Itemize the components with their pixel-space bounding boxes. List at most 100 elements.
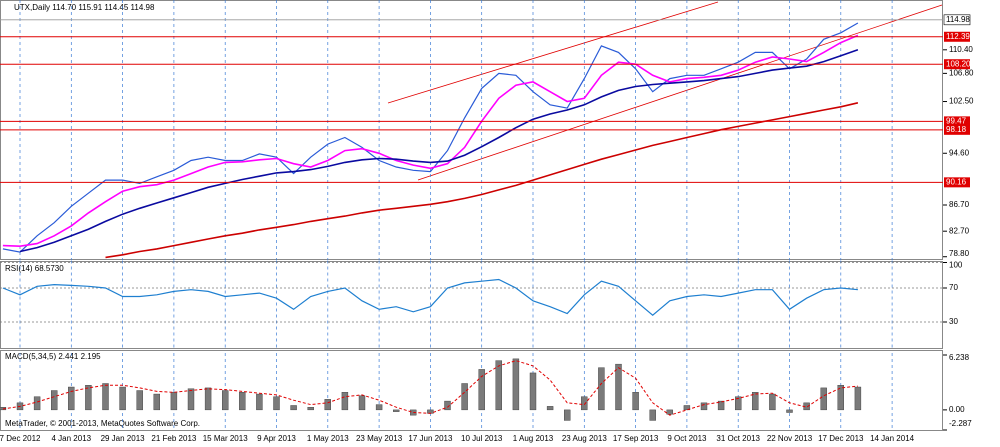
histogram-bar bbox=[581, 396, 588, 411]
histogram-bar bbox=[666, 409, 673, 415]
channel-line bbox=[417, 4, 943, 181]
y-tick-label: 100 bbox=[949, 261, 963, 270]
histogram-bar bbox=[187, 388, 195, 411]
x-tick-label: 17 Sep 2013 bbox=[613, 434, 659, 443]
x-tick-label: 1 May 2013 bbox=[307, 434, 349, 443]
histogram-bar bbox=[769, 393, 776, 411]
x-tick-label: 29 Jan 2013 bbox=[101, 434, 146, 443]
histogram-bar bbox=[290, 405, 297, 411]
macd-pane bbox=[0, 350, 943, 431]
histogram-bar bbox=[495, 360, 502, 411]
x-tick-label: 14 Jan 2014 bbox=[870, 434, 915, 443]
histogram-bar bbox=[820, 387, 827, 411]
x-tick-label: 17 Jun 2013 bbox=[408, 434, 453, 443]
histogram-bar bbox=[102, 383, 109, 411]
histogram-bar bbox=[717, 400, 725, 411]
histogram-bar bbox=[700, 402, 708, 411]
histogram-bar bbox=[33, 396, 41, 411]
y-tick-label: 94.60 bbox=[949, 148, 970, 157]
series-line bbox=[19, 49, 859, 253]
histogram-bar bbox=[324, 399, 331, 411]
y-tick-label: 86.70 bbox=[949, 200, 970, 209]
histogram-bar bbox=[461, 383, 468, 411]
rsi-pane bbox=[0, 261, 943, 349]
histogram-bar bbox=[546, 406, 554, 411]
y-tick-label: 78.80 bbox=[949, 249, 970, 258]
series-line bbox=[2, 22, 859, 253]
y-tick-label: -2.287 bbox=[949, 419, 972, 428]
histogram-bar bbox=[375, 404, 383, 411]
histogram-bar bbox=[444, 400, 451, 411]
histogram-bar bbox=[85, 385, 92, 411]
x-tick-label: 22 Nov 2013 bbox=[767, 434, 813, 443]
histogram-bar bbox=[358, 395, 366, 411]
histogram-bar bbox=[68, 386, 75, 411]
histogram-bar bbox=[51, 390, 58, 411]
signal-line bbox=[2, 360, 858, 416]
last-price-label: 114.98 bbox=[946, 15, 970, 24]
histogram-bar bbox=[221, 390, 229, 411]
rsi-title: RSI(14) 68.5730 bbox=[5, 264, 64, 273]
histogram-bar bbox=[393, 409, 400, 412]
series-line bbox=[2, 34, 859, 248]
level-label: 99.47 bbox=[946, 116, 967, 125]
level-box bbox=[944, 31, 970, 42]
level-box bbox=[944, 116, 970, 127]
level-box bbox=[944, 177, 970, 188]
x-tick-label: 1 Aug 2013 bbox=[513, 434, 554, 443]
histogram-bar bbox=[239, 392, 246, 411]
histogram-bar bbox=[119, 386, 126, 411]
y-tick-label: 106.80 bbox=[949, 68, 974, 77]
histogram-bar bbox=[735, 396, 742, 411]
y-tick-label: 0.00 bbox=[949, 405, 965, 414]
level-label: 108.20 bbox=[946, 59, 971, 68]
last-price-box bbox=[943, 14, 971, 26]
x-tick-label: 9 Apr 2013 bbox=[257, 434, 296, 443]
x-tick-label: 7 Dec 2012 bbox=[0, 434, 41, 443]
y-tick-label: 82.70 bbox=[949, 226, 970, 235]
histogram-bar bbox=[307, 407, 314, 411]
histogram-bar bbox=[854, 386, 862, 411]
histogram-bar bbox=[478, 369, 485, 411]
x-tick-label: 4 Jan 2013 bbox=[52, 434, 92, 443]
histogram-bar bbox=[615, 363, 622, 411]
channel-line bbox=[387, 1, 719, 104]
footer: MetaTrader, © 2001-2013, MetaQuotes Soft… bbox=[5, 419, 200, 428]
histogram-bar bbox=[273, 396, 280, 411]
histogram-bar bbox=[786, 409, 793, 413]
level-box bbox=[944, 59, 970, 70]
histogram-bar bbox=[752, 392, 759, 411]
histogram-bar bbox=[837, 385, 844, 411]
series-line bbox=[2, 278, 858, 316]
x-tick-label: 9 Oct 2013 bbox=[667, 434, 707, 443]
histogram-bar bbox=[204, 387, 212, 411]
x-tick-label: 23 Aug 2013 bbox=[562, 434, 607, 443]
x-tick-label: 17 Dec 2013 bbox=[818, 434, 864, 443]
histogram-bar bbox=[598, 367, 605, 411]
x-tick-label: 15 Mar 2013 bbox=[203, 434, 248, 443]
histogram-bar bbox=[256, 393, 263, 411]
histogram-bar bbox=[153, 393, 161, 411]
histogram-bar bbox=[683, 405, 691, 411]
macd-title: MACD(5,34,5) 2.441 2.195 bbox=[5, 352, 101, 361]
histogram-bar bbox=[649, 409, 656, 421]
histogram-bar bbox=[564, 409, 571, 421]
x-tick-label: 21 Feb 2013 bbox=[151, 434, 196, 443]
histogram-bar bbox=[170, 392, 178, 411]
y-tick-label: 102.50 bbox=[949, 97, 974, 106]
level-label: 112.39 bbox=[946, 32, 970, 41]
x-tick-label: 23 May 2013 bbox=[356, 434, 403, 443]
series-line bbox=[105, 102, 859, 259]
x-tick-label: 31 Oct 2013 bbox=[716, 434, 760, 443]
histogram-bar bbox=[529, 372, 537, 411]
histogram-bar bbox=[136, 390, 143, 411]
y-tick-label: 70 bbox=[949, 283, 958, 292]
y-tick-label: 110.40 bbox=[949, 45, 973, 54]
y-tick-label: 6.238 bbox=[949, 353, 970, 362]
level-label: 90.16 bbox=[946, 177, 967, 186]
level-label: 98.18 bbox=[946, 125, 967, 134]
y-tick-label: 30 bbox=[949, 317, 958, 326]
histogram-bar bbox=[341, 392, 349, 411]
histogram-bar bbox=[512, 358, 520, 411]
